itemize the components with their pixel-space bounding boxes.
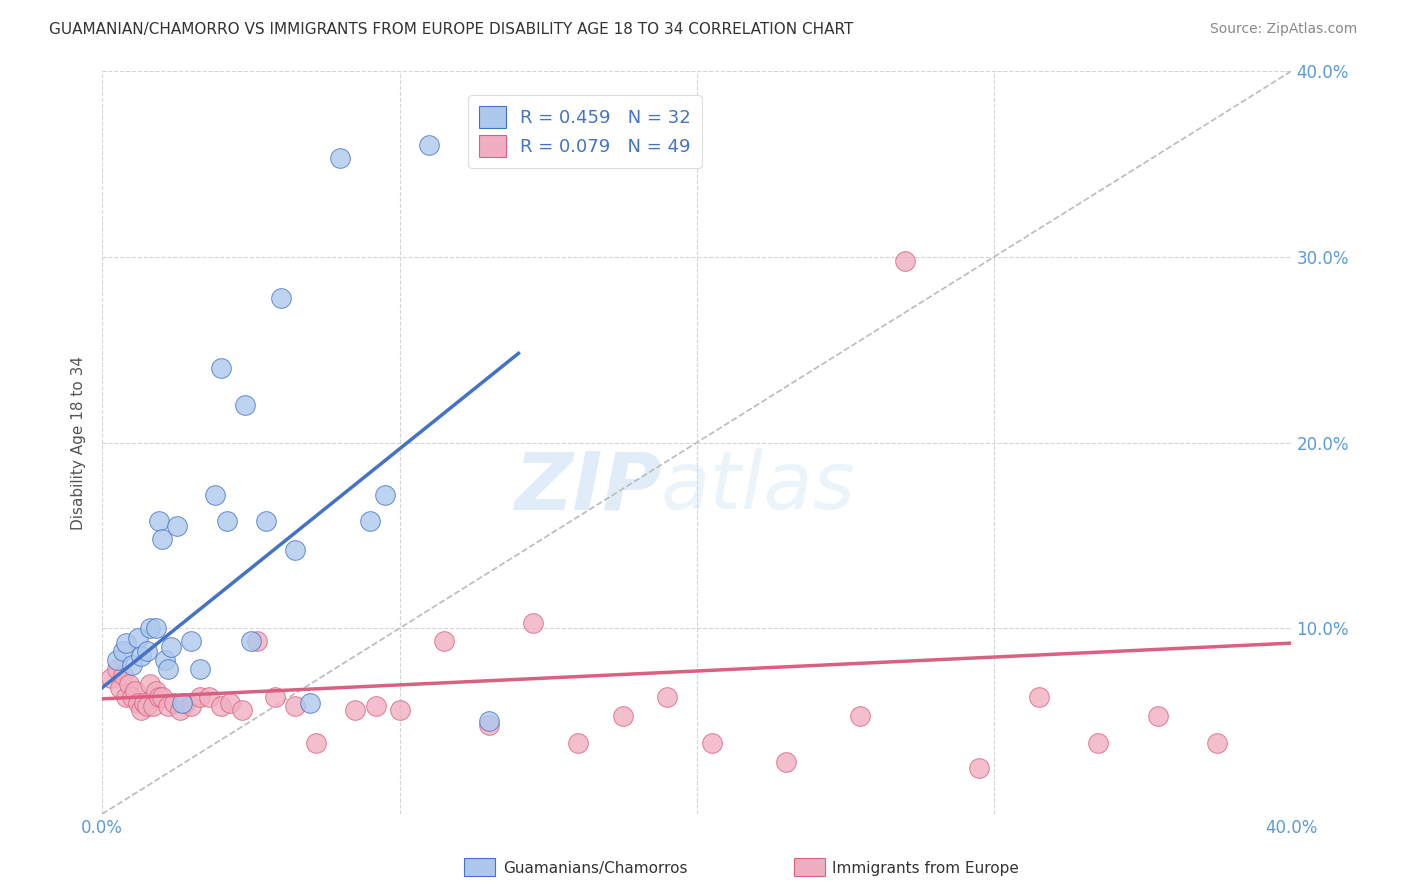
Point [166, 519, 188, 533]
Point [209, 699, 232, 714]
Point [219, 696, 242, 710]
Point [478, 718, 501, 732]
Point [135, 699, 157, 714]
Point [612, 708, 634, 723]
Point [188, 662, 211, 676]
Point [305, 736, 328, 750]
Point [127, 696, 149, 710]
Point [145, 684, 167, 698]
Point [156, 699, 179, 714]
Point [1146, 708, 1168, 723]
Point [124, 684, 146, 698]
Point [374, 487, 396, 501]
Point [100, 672, 122, 686]
Point [139, 677, 162, 691]
Point [108, 681, 131, 695]
Point [522, 615, 544, 630]
Point [299, 696, 322, 710]
Point [231, 703, 253, 717]
Point [142, 699, 165, 714]
Point [172, 696, 194, 710]
Point [343, 703, 366, 717]
Point [567, 736, 589, 750]
Text: Immigrants from Europe: Immigrants from Europe [832, 862, 1019, 876]
Point [284, 699, 307, 714]
Point [849, 708, 872, 723]
Point [204, 487, 226, 501]
Text: ZIP: ZIP [513, 448, 661, 526]
Point [655, 690, 678, 704]
Point [418, 138, 440, 153]
Point [121, 690, 143, 704]
Point [135, 643, 157, 657]
Point [148, 690, 170, 704]
Point [1206, 736, 1229, 750]
Point [263, 690, 285, 704]
Point [180, 634, 202, 648]
Point [129, 649, 152, 664]
Point [111, 667, 134, 681]
Point [233, 398, 256, 412]
Point [139, 621, 162, 635]
Point [217, 514, 239, 528]
Point [188, 690, 211, 704]
Point [209, 361, 232, 376]
Point [169, 703, 191, 717]
Point [329, 152, 352, 166]
Point [111, 643, 134, 657]
Point [105, 653, 128, 667]
Point [388, 703, 411, 717]
Point [364, 699, 387, 714]
Text: Guamanians/Chamorros: Guamanians/Chamorros [503, 862, 688, 876]
Point [156, 662, 179, 676]
Point [359, 514, 381, 528]
Point [105, 662, 128, 676]
Point [1028, 690, 1050, 704]
Point [159, 640, 181, 654]
Point [129, 703, 152, 717]
Text: GUAMANIAN/CHAMORRO VS IMMIGRANTS FROM EUROPE DISABILITY AGE 18 TO 34 CORRELATION: GUAMANIAN/CHAMORRO VS IMMIGRANTS FROM EU… [49, 22, 853, 37]
Point [239, 634, 262, 648]
Point [478, 714, 501, 728]
Point [270, 291, 292, 305]
Point [118, 677, 141, 691]
Point [115, 636, 138, 650]
Point [115, 690, 138, 704]
Point [700, 736, 723, 750]
Point [254, 514, 277, 528]
Point [180, 699, 202, 714]
Point [246, 634, 269, 648]
Point [969, 760, 991, 774]
Point [150, 532, 173, 546]
Point [153, 653, 176, 667]
Y-axis label: Disability Age 18 to 34: Disability Age 18 to 34 [72, 356, 86, 530]
Point [132, 696, 155, 710]
Point [775, 755, 797, 769]
Point [121, 658, 143, 673]
Point [150, 690, 173, 704]
Point [894, 253, 917, 268]
Point [148, 514, 170, 528]
Point [174, 696, 197, 710]
Point [433, 634, 456, 648]
Legend: R = 0.459   N = 32, R = 0.079   N = 49: R = 0.459 N = 32, R = 0.079 N = 49 [468, 95, 702, 168]
Text: atlas: atlas [661, 448, 856, 526]
Point [145, 621, 167, 635]
Point [162, 696, 184, 710]
Point [198, 690, 221, 704]
Point [1087, 736, 1109, 750]
Point [284, 543, 307, 558]
Point [127, 631, 149, 645]
Text: Source: ZipAtlas.com: Source: ZipAtlas.com [1209, 22, 1357, 37]
